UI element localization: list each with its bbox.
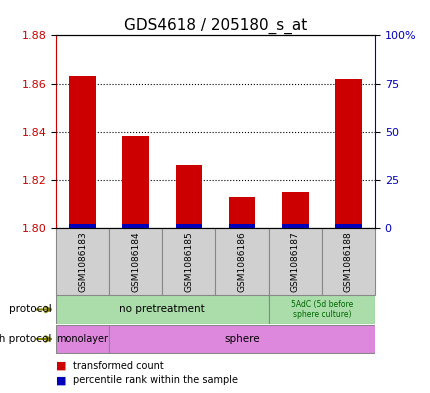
- Text: monolayer: monolayer: [56, 334, 108, 344]
- Text: GSM1086188: GSM1086188: [343, 231, 352, 292]
- Text: ■: ■: [56, 375, 70, 385]
- Bar: [69, 76, 96, 228]
- Bar: [162, 228, 215, 295]
- Bar: [281, 224, 308, 228]
- Bar: [122, 136, 149, 228]
- Bar: [335, 224, 361, 228]
- Bar: [215, 228, 268, 295]
- Bar: [335, 79, 361, 228]
- Bar: [56, 296, 268, 324]
- Bar: [321, 228, 374, 295]
- Bar: [268, 296, 374, 324]
- Text: 5AdC (5d before
sphere culture): 5AdC (5d before sphere culture): [290, 300, 352, 319]
- Bar: [228, 196, 255, 228]
- Bar: [268, 228, 321, 295]
- Text: no pretreatment: no pretreatment: [119, 305, 205, 314]
- Text: GSM1086186: GSM1086186: [237, 231, 246, 292]
- Bar: [56, 228, 109, 295]
- Text: percentile rank within the sample: percentile rank within the sample: [73, 375, 238, 385]
- Bar: [228, 224, 255, 228]
- Bar: [175, 165, 202, 228]
- Bar: [175, 224, 202, 228]
- Text: sphere: sphere: [224, 334, 259, 344]
- Text: GSM1086183: GSM1086183: [78, 231, 87, 292]
- Bar: [56, 325, 109, 353]
- Bar: [109, 325, 374, 353]
- Bar: [109, 228, 162, 295]
- Bar: [69, 224, 96, 228]
- Text: transformed count: transformed count: [73, 361, 164, 371]
- Text: GSM1086187: GSM1086187: [290, 231, 299, 292]
- Text: protocol: protocol: [9, 305, 52, 314]
- Bar: [281, 192, 308, 228]
- Bar: [122, 224, 149, 228]
- Text: growth protocol: growth protocol: [0, 334, 52, 344]
- Text: GSM1086185: GSM1086185: [184, 231, 193, 292]
- Text: GSM1086184: GSM1086184: [131, 231, 140, 292]
- Text: ■: ■: [56, 361, 70, 371]
- Title: GDS4618 / 205180_s_at: GDS4618 / 205180_s_at: [123, 18, 307, 34]
